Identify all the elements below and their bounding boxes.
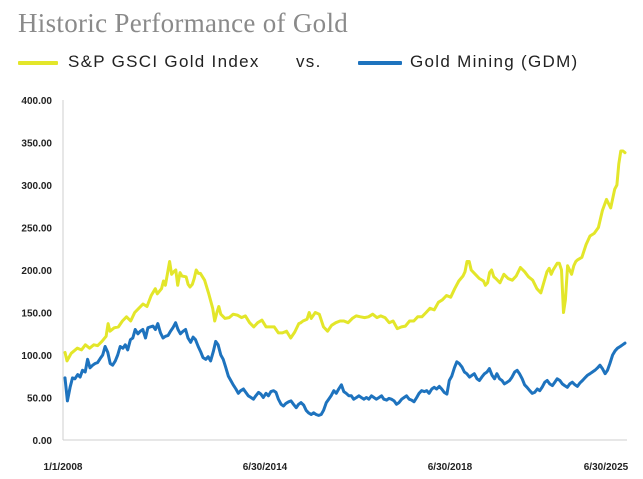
legend-separator: vs. xyxy=(296,52,322,71)
x-axis-labels: 1/1/2008 6/30/2014 6/30/2018 6/30/2025 xyxy=(44,462,629,473)
series-lines xyxy=(63,149,627,417)
x-tick-label: 1/1/2008 xyxy=(44,462,83,473)
y-axis-labels: 0.00 50.00 100.00 150.00 200.00 250.00 300.00 3… xyxy=(21,96,52,447)
y-tick-label: 100.00 xyxy=(21,351,52,362)
y-tick-label: 0.00 xyxy=(33,436,53,447)
chart-legend: S&P GSCI Gold Index vs. Gold Mining (GDM… xyxy=(18,50,638,76)
series-line-gold-mining xyxy=(63,321,627,417)
legend-swatch-gold-mining xyxy=(358,61,402,65)
y-tick-label: 150.00 xyxy=(21,309,52,320)
series-line-gold-index xyxy=(63,149,627,363)
x-tick-label: 6/30/2018 xyxy=(428,462,473,473)
y-tick-label: 350.00 xyxy=(21,139,52,150)
y-tick-label: 300.00 xyxy=(21,181,52,192)
y-tick-label: 50.00 xyxy=(27,394,52,405)
y-tick-label: 400.00 xyxy=(21,96,52,107)
x-tick-label: 6/30/2025 xyxy=(584,462,629,473)
legend-label-gold-mining: Gold Mining (GDM) xyxy=(410,52,579,71)
y-tick-label: 250.00 xyxy=(21,224,52,235)
x-tick-label: 6/30/2014 xyxy=(243,462,288,473)
legend-label-gold-index: S&P GSCI Gold Index xyxy=(68,52,260,71)
legend-swatch-gold-index xyxy=(18,61,58,65)
chart-title: Historic Performance of Gold xyxy=(18,8,349,38)
y-tick-label: 200.00 xyxy=(21,266,52,277)
